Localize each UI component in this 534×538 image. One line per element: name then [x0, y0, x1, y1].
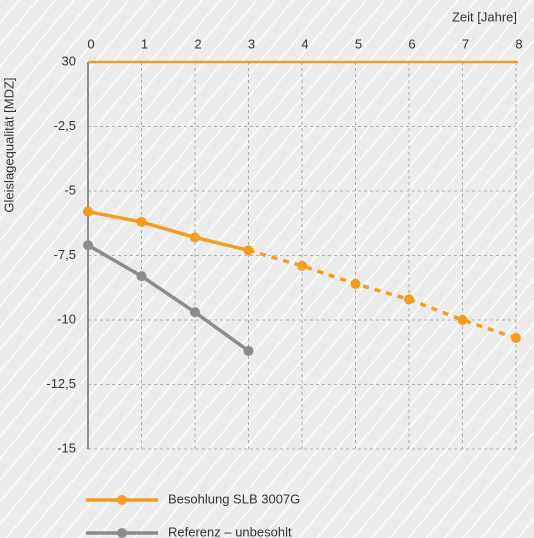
x-tick-label: 7 [462, 36, 469, 51]
x-tick-label: 5 [355, 36, 362, 51]
series-line [87, 243, 250, 353]
data-point [190, 232, 200, 243]
y-tick-label: -10 [57, 311, 76, 326]
legend-marker [117, 528, 127, 538]
data-point [83, 206, 93, 217]
data-point [136, 271, 147, 282]
x-tick-label: 2 [194, 36, 201, 51]
data-point [404, 294, 414, 305]
data-point [297, 260, 307, 271]
x-tick-label: 8 [515, 36, 522, 51]
y-tick-label: -12,5 [46, 376, 76, 391]
data-point [350, 278, 361, 289]
x-axis-label: Zeit [Jahre] [452, 9, 517, 24]
y-tick-label: 30 [62, 53, 76, 68]
y-tick-label: -5 [64, 182, 76, 197]
x-tick-label: 0 [87, 36, 94, 51]
legend-label: Referenz – unbesohlt [168, 524, 292, 538]
legend-label: Besohlung SLB 3007G [168, 491, 300, 506]
data-point [136, 216, 147, 227]
data-point [83, 240, 93, 251]
series-line [87, 209, 249, 253]
data-point [243, 345, 254, 356]
y-tick-label: -7,5 [54, 247, 76, 262]
legend-marker [117, 495, 127, 505]
data-point [457, 315, 468, 325]
y-tick-label: -15 [57, 440, 76, 455]
y-axis-label: Gleislagequalität [MDZ] [1, 77, 16, 212]
y-tick-label: -2,5 [54, 118, 76, 133]
data-point [243, 245, 254, 256]
x-tick-label: 3 [248, 36, 255, 51]
x-tick-label: 4 [301, 36, 308, 51]
x-tick-label: 1 [141, 36, 148, 51]
data-point [511, 333, 521, 344]
data-point [190, 307, 200, 318]
x-tick-label: 6 [408, 36, 415, 51]
